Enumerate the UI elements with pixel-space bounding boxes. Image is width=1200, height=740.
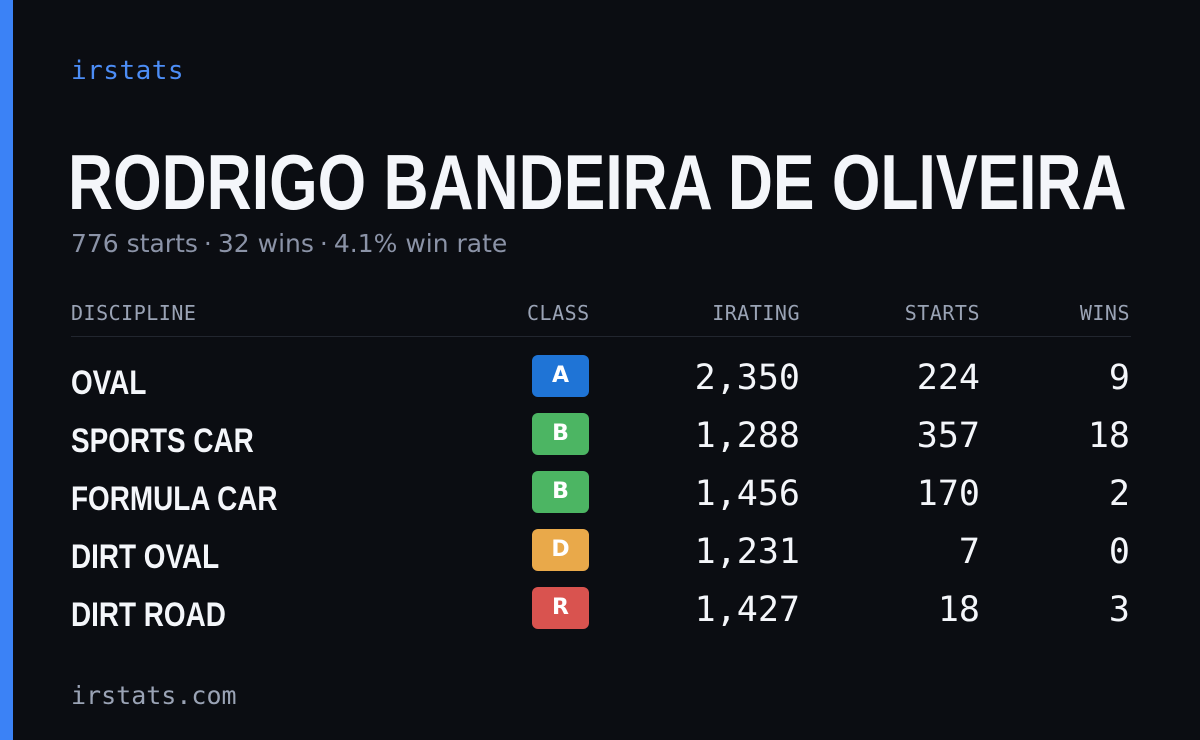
class-badge: B [532, 413, 589, 455]
win-rate-summary: 4.1% win rate [333, 229, 508, 258]
table-row: OVAL A 2,350 224 9 [71, 354, 1131, 412]
starts-summary: 776 starts [71, 229, 198, 258]
irating-value: 1,427 [694, 590, 800, 630]
discipline-name: DIRT OVAL [71, 538, 220, 576]
starts-value: 357 [916, 416, 980, 456]
class-badge: D [532, 529, 589, 571]
starts-value: 18 [937, 590, 980, 630]
table-row: FORMULA CAR B 1,456 170 2 [71, 470, 1131, 528]
footer-site-url: irstats.com [71, 681, 237, 710]
table-body: OVAL A 2,350 224 9 SPORTS CAR B 1,288 35… [71, 337, 1131, 644]
header-irating: IRATING [712, 301, 800, 325]
brand-logo-text: irstats [71, 56, 185, 86]
table-row: DIRT ROAD R 1,427 18 3 [71, 586, 1131, 644]
wins-value: 9 [1108, 358, 1130, 398]
starts-value: 7 [958, 532, 980, 572]
discipline-name: OVAL [71, 364, 147, 402]
irating-value: 1,456 [694, 474, 800, 514]
irating-value: 1,288 [694, 416, 800, 456]
table-header: DISCIPLINE CLASS IRATING STARTS WINS [71, 296, 1131, 337]
wins-value: 18 [1087, 416, 1130, 456]
table-row: SPORTS CAR B 1,288 357 18 [71, 412, 1131, 470]
wins-summary: 32 wins [217, 229, 314, 258]
irating-value: 2,350 [694, 358, 800, 398]
driver-summary: 776 starts · 32 wins · 4.1% win rate [71, 229, 507, 258]
discipline-name: FORMULA CAR [71, 480, 278, 518]
class-badge: B [532, 471, 589, 513]
discipline-name: SPORTS CAR [71, 422, 254, 460]
class-badge: R [532, 587, 589, 629]
discipline-table: DISCIPLINE CLASS IRATING STARTS WINS OVA… [71, 296, 1131, 644]
header-class: CLASS [527, 301, 590, 325]
wins-value: 2 [1108, 474, 1130, 514]
irating-value: 1,231 [694, 532, 800, 572]
header-wins: WINS [1079, 301, 1130, 325]
wins-value: 3 [1108, 590, 1130, 630]
separator: · [319, 229, 328, 258]
driver-name: RODRIGO BANDEIRA DE OLIVEIRA [68, 138, 1127, 226]
discipline-name: DIRT ROAD [71, 596, 226, 634]
header-starts: STARTS [904, 301, 980, 325]
starts-value: 170 [916, 474, 980, 514]
starts-value: 224 [916, 358, 980, 398]
separator: · [203, 229, 212, 258]
accent-bar [0, 0, 13, 740]
class-badge: A [532, 355, 589, 397]
table-row: DIRT OVAL D 1,231 7 0 [71, 528, 1131, 586]
header-discipline: DISCIPLINE [71, 301, 197, 325]
wins-value: 0 [1108, 532, 1130, 572]
